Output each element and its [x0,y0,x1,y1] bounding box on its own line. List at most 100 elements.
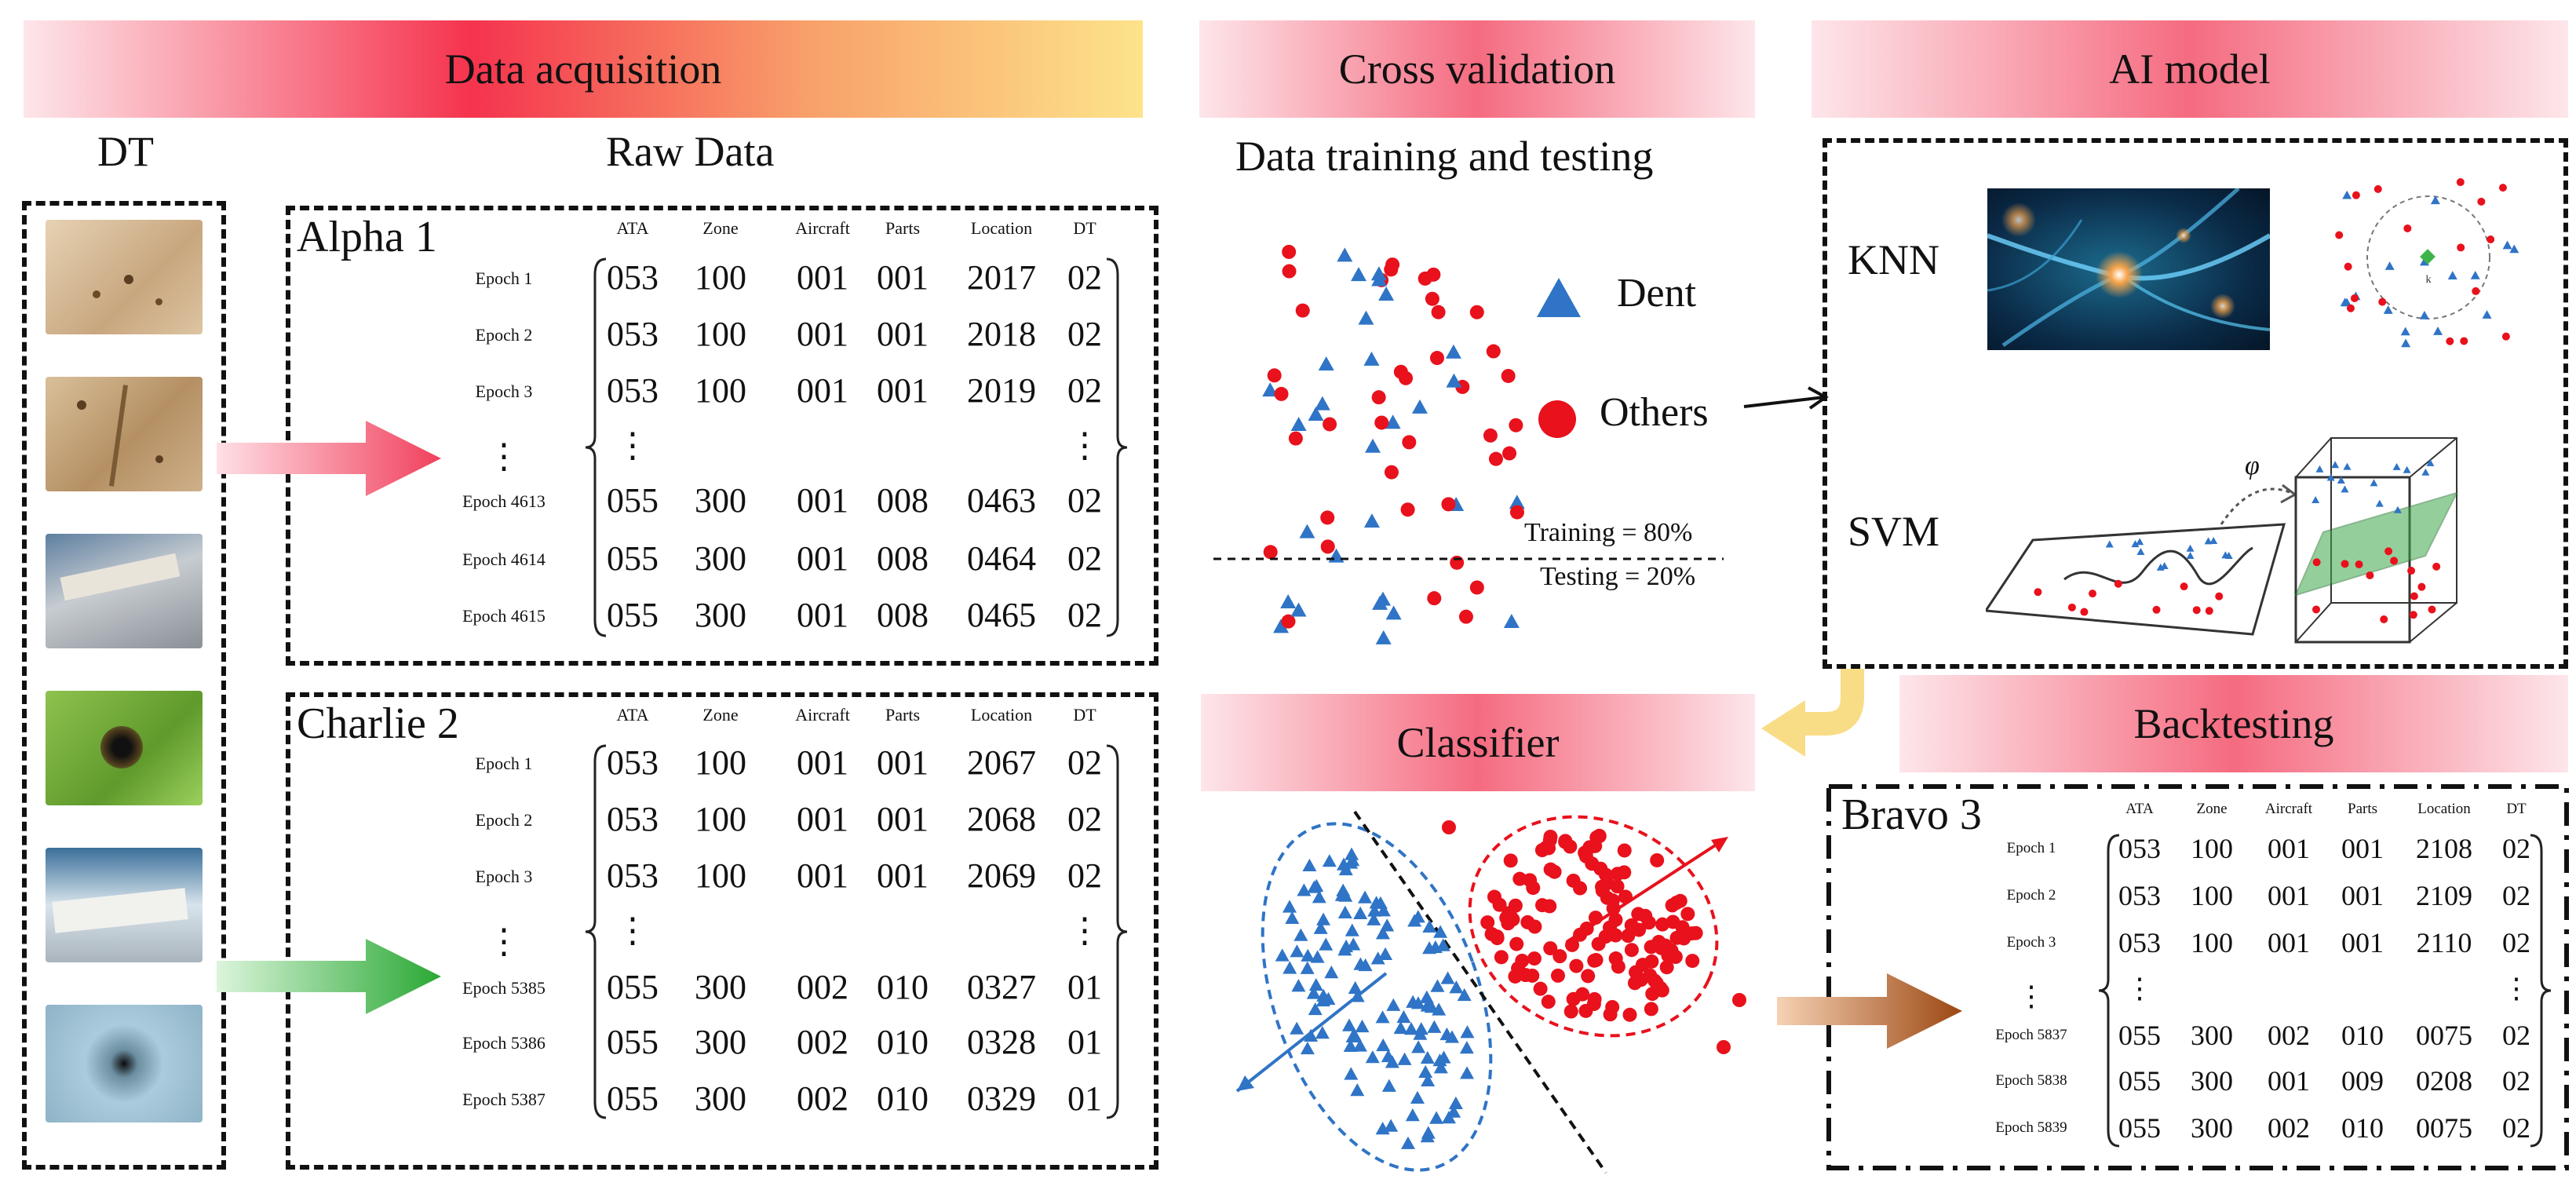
matrix-cell: 300 [695,539,746,578]
others-point [1442,820,1456,834]
matrix-cell: ⋮ [1067,911,1102,950]
column-header: ATA [616,218,649,238]
column-header: DT [1073,705,1096,725]
dent-point [1283,961,1297,974]
epoch-label: Epoch 2 [475,325,533,345]
cv-scatter [1213,244,1724,644]
matrix-cell: 2067 [967,743,1036,782]
others-point [1617,843,1632,858]
dent-point [2340,298,2350,307]
dent-point [1418,1064,1433,1079]
dent-point [2392,462,2401,470]
dent-point [2470,271,2480,279]
others-point [1509,418,1523,433]
matrix-cell: ⋮ [615,911,650,950]
others-point [1591,936,1606,951]
others-point [1589,953,1604,968]
dent-point [1441,1111,1456,1124]
matrix-cell: 053 [607,800,659,838]
dent-point [2221,551,2230,559]
dent-point [2426,458,2435,466]
dent-point [2502,240,2512,250]
dent-point [1385,605,1402,620]
banner-data-acquisition: Data acquisition [24,20,1143,118]
matrix-cell: 02 [1067,539,1102,578]
table-charlie-name: Charlie 2 [297,699,459,748]
others-point [1587,991,1602,1006]
others-point [2472,287,2480,295]
others-point [1274,386,1289,401]
others-point [1655,917,1670,932]
matrix-cell: 300 [695,481,746,520]
others-point [1295,303,1310,318]
matrix-cell: 055 [2118,1065,2161,1097]
matrix-cell: ⋮ [615,426,650,465]
others-point [1595,883,1610,898]
neural-network-image [1987,188,2270,350]
matrix-cell: 2109 [2416,880,2472,911]
banner-data-acquisition-text: Data acquisition [444,46,722,93]
dent-point [1282,900,1297,913]
others-point [2384,547,2393,556]
matrix-cell: ⋮ [2125,973,2154,1004]
matrix-cell: 001 [2268,927,2310,958]
dent-point [2482,310,2492,319]
epoch-label: Epoch 4615 [462,606,545,626]
others-point [1431,305,1446,319]
column-header: Zone [702,705,739,725]
others-point [2409,611,2417,619]
matrix-cell: 02 [1067,856,1102,895]
dent-point [1358,890,1373,903]
dent-point [1457,987,1472,1002]
dt-photo-2 [46,377,203,491]
dent-point [1337,943,1352,956]
dent-point [1385,414,1401,429]
column-header: DT [1073,218,1096,238]
epoch-label: Epoch 1 [475,754,533,773]
dent-point [2186,551,2195,559]
column-header: ATA [616,705,649,725]
dent-point [2421,468,2430,476]
others-point [2456,178,2465,187]
others-point [1563,839,1578,854]
column-header: Parts [885,705,920,725]
matrix-cell: 002 [797,1079,848,1118]
green-arrow [217,939,441,1014]
dent-point [1429,1111,1444,1124]
dent-point [1351,267,1367,282]
banner-backtesting-text: Backtesting [2133,700,2334,747]
table-bravo-box [1826,784,2569,1170]
dent-point [1300,961,1315,974]
matrix-cell: 0463 [967,481,1036,520]
others-point [1458,609,1473,624]
dent-point [2311,496,2320,504]
column-header: DT [2506,801,2527,817]
column-header: Parts [2348,801,2377,817]
dent-point [2136,547,2145,555]
others-point [1578,845,1593,860]
dent-point [2326,473,2335,481]
training-label: Training = 80% [1524,518,1693,547]
dent-point [2341,485,2349,493]
matrix-cell: 053 [2118,833,2161,864]
others-point [1538,840,1553,855]
others-point [1488,451,1503,466]
matrix-cell: 02 [2502,1112,2530,1144]
epoch-label: Epoch 5837 [1995,1027,2067,1043]
dent-point [1302,858,1317,872]
dent-point [1350,989,1365,1002]
matrix-cell: 001 [797,800,848,838]
banner-cross-validation-text: Cross validation [1338,46,1616,93]
dent-point [1308,1002,1323,1016]
matrix-cell: 001 [2268,833,2310,864]
matrix-cell: 055 [2118,1020,2161,1051]
others-point [1608,928,1623,943]
dent-point [1312,890,1326,903]
matrix-cell: 001 [2341,927,2384,958]
dent-point [2105,540,2114,548]
matrix-cell: 001 [2341,880,2384,911]
dent-point [1365,1050,1380,1064]
dent-point [1430,979,1445,992]
dent-point [2209,536,2218,544]
others-point [1658,938,1673,953]
